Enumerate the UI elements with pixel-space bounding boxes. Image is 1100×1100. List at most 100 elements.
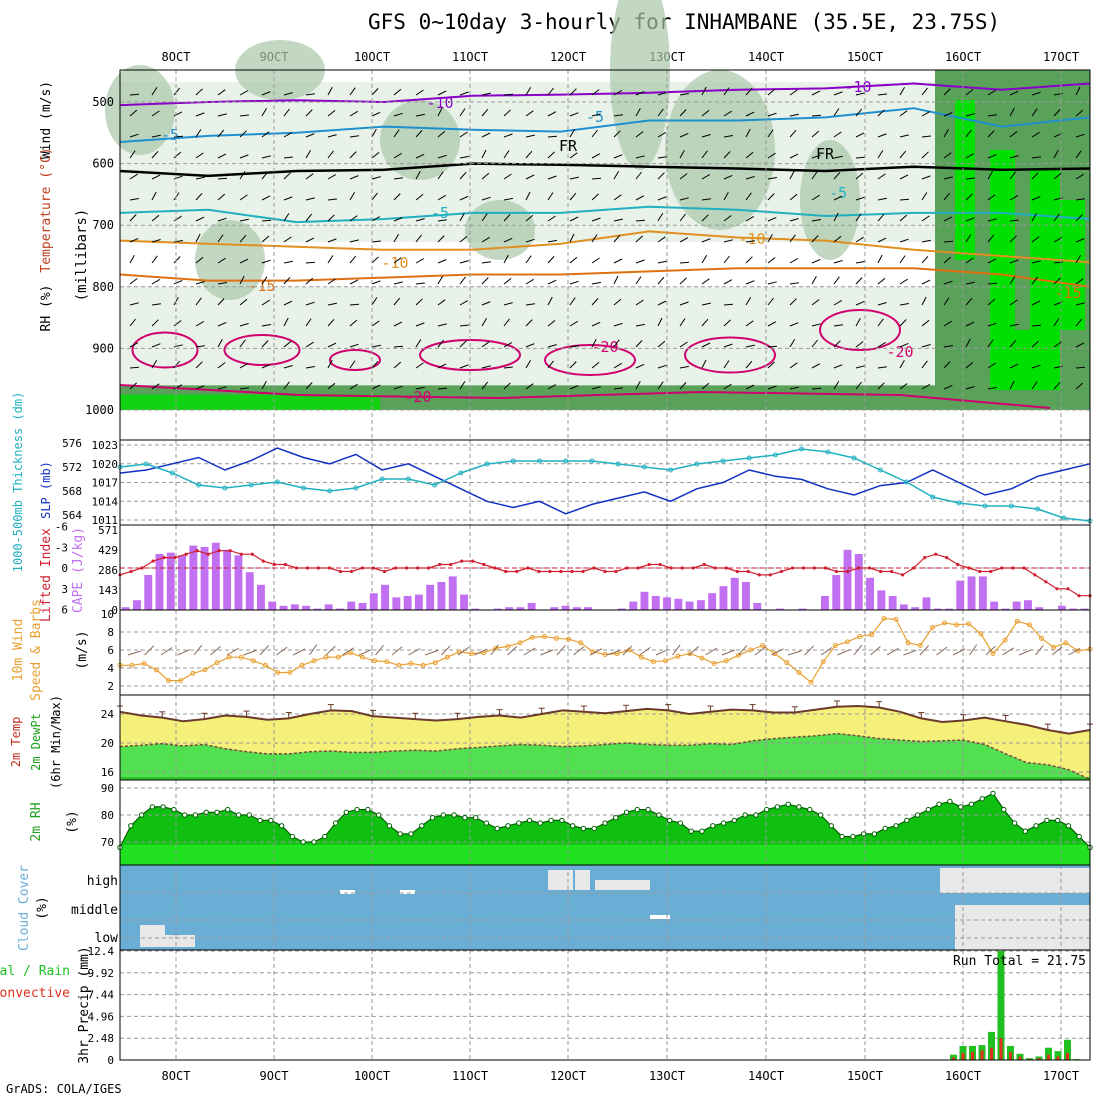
wind-barb xyxy=(481,277,489,285)
cape-bar xyxy=(257,584,265,610)
wind-barb xyxy=(327,110,336,117)
wind-barb xyxy=(327,86,333,96)
wind-barb xyxy=(701,198,711,201)
wind-barb xyxy=(261,108,268,117)
wind-speed-point xyxy=(384,659,390,665)
rh2m-point xyxy=(850,833,856,840)
wind-barbs xyxy=(129,86,1086,390)
wind-barb xyxy=(195,256,204,264)
wind-barb xyxy=(745,360,753,369)
thickness-point xyxy=(746,455,752,461)
cape-bar xyxy=(888,596,897,610)
wind-barb xyxy=(745,280,755,285)
wind-barb xyxy=(415,194,424,201)
li-point xyxy=(812,566,817,570)
cape-bar xyxy=(877,590,886,610)
li-point xyxy=(173,556,177,560)
y-tick-label: middle xyxy=(71,903,118,918)
wind-barb xyxy=(771,648,784,656)
y-tick-label: 286 xyxy=(98,564,118,577)
li-point xyxy=(140,566,144,570)
wind-barb xyxy=(965,234,972,243)
wind-barb xyxy=(767,152,776,159)
wind-barb xyxy=(151,87,158,96)
wind-barb xyxy=(943,320,952,327)
wind-barb xyxy=(855,365,865,369)
cape-bar xyxy=(854,554,863,610)
li-point xyxy=(405,566,409,570)
wind-barb xyxy=(569,345,579,348)
wind-barb xyxy=(745,192,752,201)
wind-barb xyxy=(547,151,555,159)
wind-speed-point xyxy=(905,640,911,646)
wind-barb xyxy=(371,256,379,264)
li-point xyxy=(570,569,574,574)
wind-barb xyxy=(723,87,730,96)
wind-barb xyxy=(305,277,314,285)
wind-barb xyxy=(701,302,711,306)
wind-speed-point xyxy=(202,667,208,673)
cape-bar xyxy=(381,584,389,610)
wind-barb xyxy=(723,151,731,159)
wind-barb xyxy=(635,155,645,159)
wind-barb xyxy=(833,108,840,117)
li-point xyxy=(636,566,640,570)
wind-barb xyxy=(833,364,843,369)
cloud-block xyxy=(955,905,1090,950)
cape-bar xyxy=(1069,608,1077,610)
wind-barb xyxy=(921,175,931,180)
temperature-axis-label: Temperature (°C) xyxy=(39,147,54,272)
cape-bar xyxy=(572,607,581,610)
wind-barb xyxy=(1031,260,1041,264)
thickness-point xyxy=(982,503,988,509)
contour-label: FR xyxy=(816,145,835,163)
wind-barb xyxy=(613,154,623,159)
precip-total-bar xyxy=(959,1045,967,1060)
y-tick-label: 572 xyxy=(62,461,82,474)
wind-barb xyxy=(789,234,796,243)
rh2m-point xyxy=(171,806,177,813)
precip-conv-bar xyxy=(999,1038,1003,1060)
wind-barb xyxy=(679,277,687,285)
wind-barb xyxy=(481,132,491,138)
wind-barb xyxy=(745,297,752,306)
wind-barb xyxy=(327,302,337,306)
cloud-block xyxy=(165,935,195,947)
wind-barb xyxy=(899,319,907,327)
cape-bar xyxy=(933,608,942,610)
wind-barb xyxy=(547,111,557,117)
li-point xyxy=(934,552,938,556)
thickness-point xyxy=(1035,506,1041,512)
li-point xyxy=(680,566,684,570)
wind-barb xyxy=(243,649,257,656)
wind-speed-point xyxy=(929,625,935,630)
wind-barb xyxy=(965,321,975,327)
wind-barb xyxy=(965,153,975,159)
wind-barb xyxy=(804,645,815,656)
thickness-point xyxy=(1061,515,1067,521)
thickness-point xyxy=(877,467,883,473)
x-tick-label-bottom: 8OCT xyxy=(162,1069,191,1083)
li-point xyxy=(790,566,795,570)
x-tick-label-top: 14OCT xyxy=(748,50,784,64)
wind-barb xyxy=(327,238,337,243)
cape-bar xyxy=(978,576,987,610)
li-point xyxy=(647,562,651,567)
wind-barb xyxy=(437,219,447,222)
thickness-point xyxy=(1008,503,1014,509)
wind-barb xyxy=(679,318,686,327)
wind-barb xyxy=(591,298,599,306)
wind-barb xyxy=(349,239,359,243)
y-tick-label: 500 xyxy=(92,95,114,109)
wind-barb xyxy=(393,152,402,159)
wind-barb xyxy=(1009,380,1015,390)
wind-barb xyxy=(745,215,755,222)
wind-barb xyxy=(327,342,337,348)
wind-barb xyxy=(811,339,818,348)
contour-label: -5 xyxy=(586,108,604,126)
wind-barb xyxy=(151,110,160,117)
isotherm-line xyxy=(819,309,901,351)
wind-barb xyxy=(723,174,733,180)
wind-barb xyxy=(437,276,444,285)
isotherm-line xyxy=(119,267,1091,288)
